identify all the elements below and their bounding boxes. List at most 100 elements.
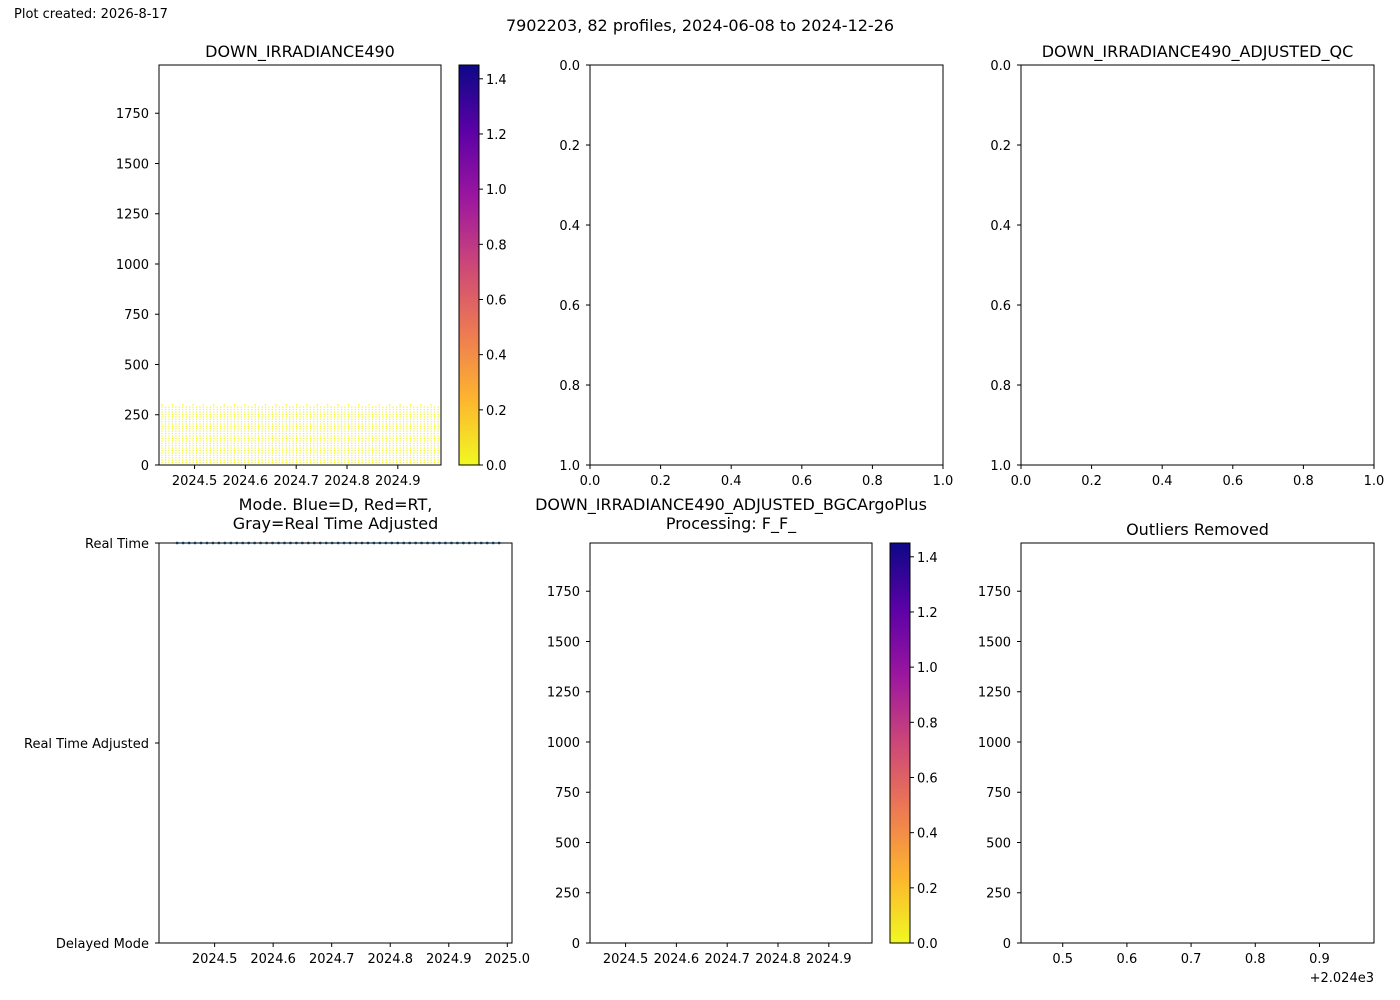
profile-point [206, 408, 208, 411]
profile-point [189, 440, 191, 442]
profile-point [389, 447, 391, 449]
profile-point [316, 404, 318, 406]
profile-point [230, 423, 232, 425]
profile-point [244, 428, 246, 430]
profile-point [416, 440, 418, 442]
profile-point [161, 413, 163, 415]
x-tick-label: 2024.6 [223, 474, 269, 489]
profile-point [313, 447, 315, 449]
profile-point [233, 408, 236, 411]
profile-point [223, 416, 225, 418]
profile-point [402, 420, 405, 423]
profile-point [285, 411, 287, 413]
profile-point [192, 452, 194, 454]
profile-point [178, 452, 180, 454]
profile-point [420, 445, 422, 447]
profile-point [171, 435, 173, 437]
profile-point [306, 447, 308, 449]
profile-point [171, 459, 173, 461]
profile-point [292, 413, 294, 415]
profile-point [344, 433, 346, 435]
colorbar-tick-label: 1.4 [486, 73, 507, 88]
profile-point [402, 445, 405, 447]
profile-point [178, 408, 180, 411]
profile-point [420, 416, 422, 418]
profile-point [282, 461, 284, 464]
profile-point [361, 425, 363, 428]
profile-point [292, 406, 294, 408]
profile-point [396, 411, 398, 413]
profile-point [178, 437, 180, 440]
profile-point [371, 452, 374, 454]
profile-point [430, 425, 432, 428]
subplot-title: Mode. Blue=D, Red=RT, [239, 495, 433, 514]
profile-point [399, 454, 401, 456]
profile-point [189, 413, 191, 415]
profile-point [409, 413, 412, 415]
profile-point [251, 433, 253, 435]
profile-point [182, 425, 184, 428]
profile-point [302, 437, 305, 440]
profile-point [385, 411, 387, 413]
profile-point [330, 435, 332, 437]
profile-point [247, 423, 249, 425]
profile-point [216, 447, 218, 449]
profile-point [292, 447, 294, 449]
profile-point [423, 433, 425, 435]
profile-point [171, 437, 173, 440]
profile-point [340, 459, 343, 461]
x-tick-label: 2024.8 [755, 952, 801, 967]
profile-point [227, 430, 229, 432]
profile-point [192, 406, 194, 408]
profile-point [406, 416, 408, 418]
y-tick-label: 750 [555, 786, 580, 801]
profile-point [292, 440, 294, 442]
profile-point [261, 452, 263, 454]
profile-point [285, 440, 287, 442]
profile-point [192, 416, 194, 418]
profile-point [306, 425, 308, 428]
profile-point [299, 440, 301, 442]
profile-point [371, 423, 374, 425]
profile-point [227, 457, 229, 459]
profile-point [251, 430, 253, 432]
profile-point [399, 449, 401, 452]
profile-point [382, 440, 384, 442]
profile-point [392, 440, 394, 442]
profile-point [327, 411, 329, 413]
profile-point [292, 445, 294, 447]
profile-point [209, 459, 211, 461]
profile-point [327, 406, 329, 408]
profile-point [302, 452, 305, 454]
profile-point [213, 440, 215, 442]
profile-point [368, 435, 370, 437]
profile-point [351, 440, 353, 442]
profile-point [213, 408, 215, 411]
profile-point [240, 416, 243, 418]
profile-point [375, 440, 377, 442]
profile-point [223, 442, 225, 444]
profile-point [292, 430, 294, 432]
x-tick-label: 0.8 [862, 474, 883, 489]
y-tick-label: Real Time [85, 537, 149, 552]
profile-point [340, 418, 343, 420]
profile-point [427, 454, 429, 456]
profile-point [409, 440, 412, 442]
profile-point [413, 457, 415, 459]
profile-point [230, 430, 232, 432]
profile-point [161, 452, 163, 454]
profile-point [285, 461, 287, 464]
profile-point [361, 428, 363, 430]
profile-point [406, 459, 408, 461]
profile-point [399, 437, 401, 440]
profile-point [382, 447, 384, 449]
profile-point [333, 406, 336, 408]
profile-point [220, 411, 222, 413]
profile-point [302, 413, 305, 415]
profile-point [402, 428, 405, 430]
profile-point [396, 440, 398, 442]
profile-point [227, 435, 229, 437]
profile-point [320, 425, 322, 428]
profile-point [427, 457, 429, 459]
profile-point [423, 442, 425, 444]
